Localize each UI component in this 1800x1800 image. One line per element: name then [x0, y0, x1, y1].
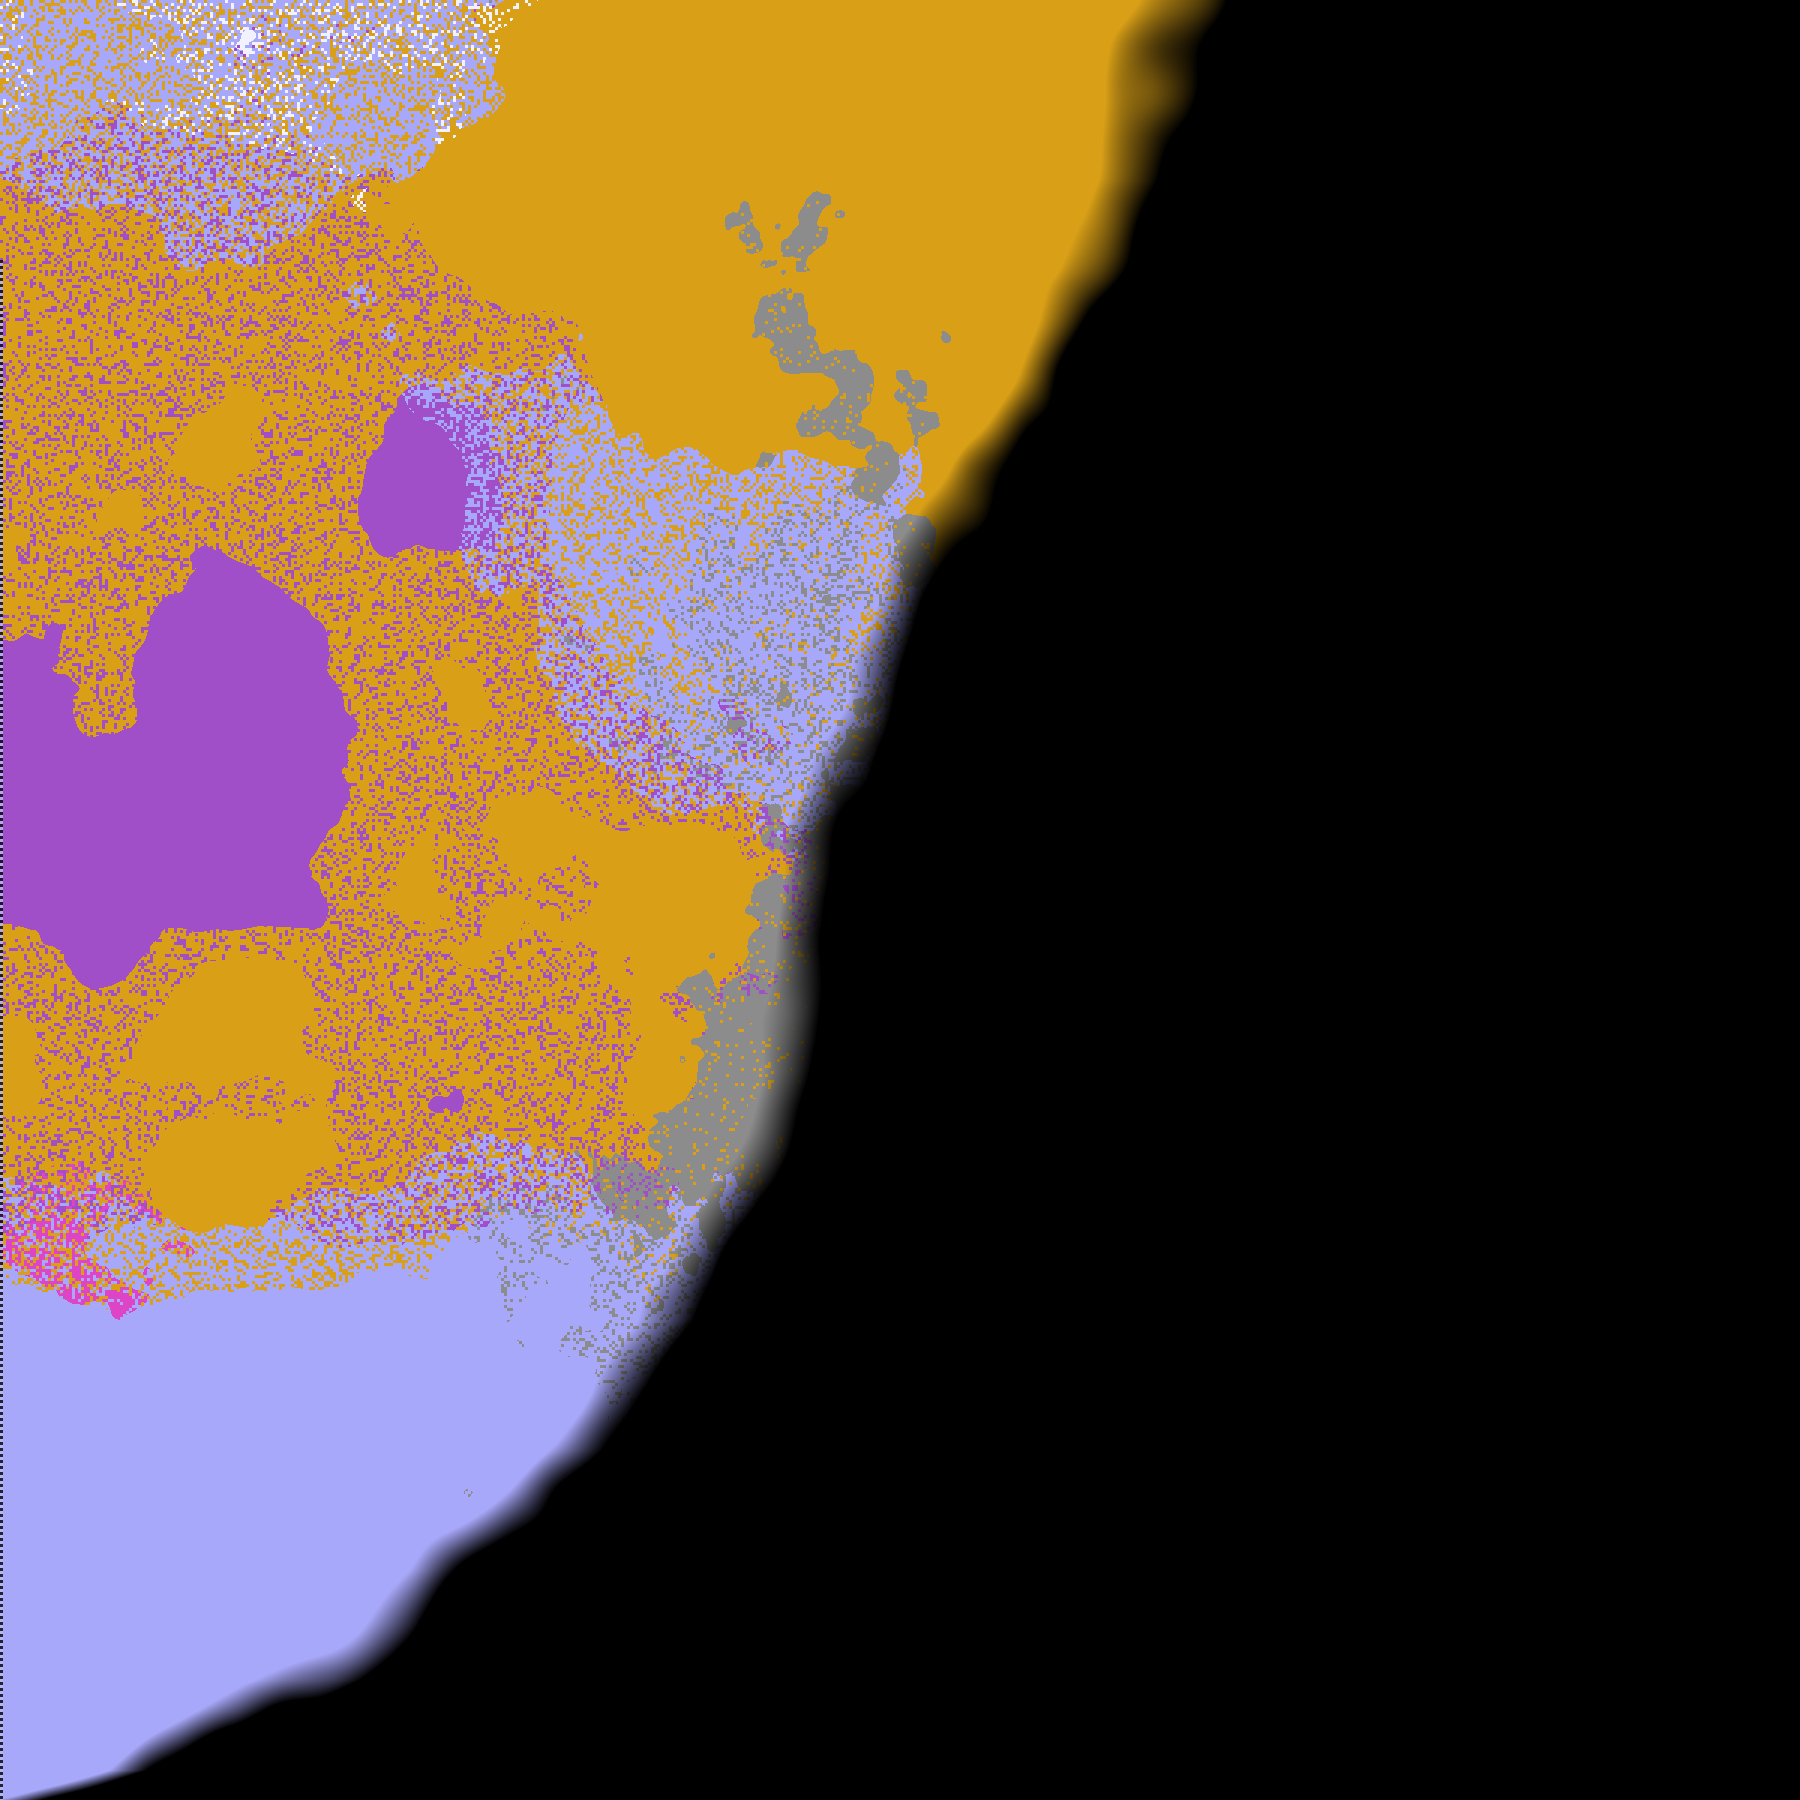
- satellite-image-viewport: Satellite Cloud Phase / Surface Classifi…: [0, 0, 1800, 1800]
- classification-raster-canvas: [0, 0, 1800, 1800]
